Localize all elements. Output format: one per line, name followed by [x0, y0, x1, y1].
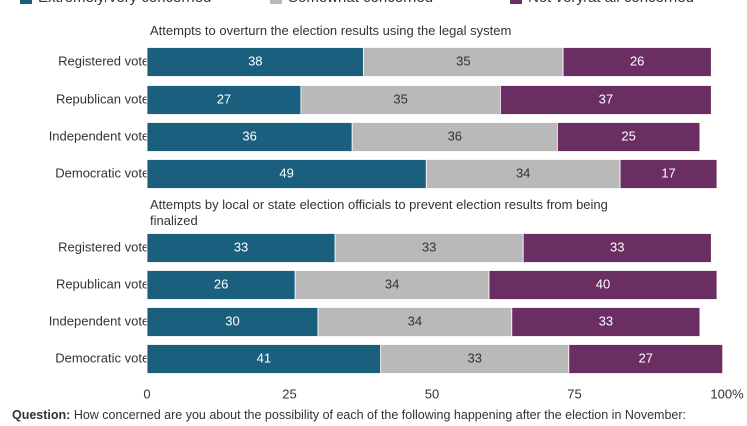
data-label: 33: [422, 239, 436, 254]
bar-segment: [146, 47, 365, 77]
x-tick-label: 100%: [710, 386, 744, 401]
data-label: 33: [468, 350, 482, 365]
legend-label: Not very/at all concerned: [528, 0, 694, 6]
note: Question: How concerned are you about th…: [12, 408, 742, 422]
data-label: 17: [661, 165, 675, 180]
data-label: 33: [610, 239, 624, 254]
bar-segment: [380, 344, 570, 374]
bar-segment: [294, 270, 490, 300]
bar-segment: [146, 344, 382, 374]
category-label: Democratic voters: [55, 165, 160, 180]
data-label: 33: [599, 313, 613, 328]
bar-segment: [146, 159, 427, 189]
data-label: 34: [516, 165, 530, 180]
data-label: 33: [234, 239, 248, 254]
bar-segment: [425, 159, 621, 189]
data-label: 38: [248, 53, 262, 68]
data-label: 40: [596, 276, 610, 291]
bar-segment: [146, 122, 353, 152]
x-tick-label: 50: [425, 386, 439, 401]
category-label: Independent voters: [49, 313, 161, 328]
bar-segment: [499, 85, 712, 115]
data-label: 27: [639, 350, 653, 365]
data-label: 35: [456, 53, 470, 68]
data-label: 26: [630, 53, 644, 68]
bar-segment: [317, 307, 513, 337]
bar-segment: [300, 85, 501, 115]
note-label: Question:: [12, 408, 71, 422]
bar-segment: [619, 159, 718, 189]
bar-segment: [146, 233, 336, 263]
category-label: Independent voters: [49, 128, 161, 143]
category-label: Registered voters: [58, 239, 160, 254]
data-label: 26: [214, 276, 228, 291]
bar-segment: [488, 270, 718, 300]
bar-segment: [334, 233, 524, 263]
legend-label: Somewhat concerned: [288, 0, 433, 6]
data-label: 37: [599, 91, 613, 106]
bar-segment: [511, 307, 701, 337]
bar-segment: [146, 307, 319, 337]
data-label: 35: [393, 91, 407, 106]
data-label: 34: [385, 276, 399, 291]
bar-segment: [562, 47, 712, 77]
data-label: 41: [257, 350, 271, 365]
bar-segment: [351, 122, 558, 152]
data-label: 30: [225, 313, 239, 328]
x-tick-label: 0: [143, 386, 150, 401]
panel-title: Attempts to overturn the election result…: [150, 23, 512, 38]
category-label: Republican voters: [56, 91, 161, 106]
data-label: 36: [242, 128, 256, 143]
panel-title: Attempts by local or state election offi…: [150, 197, 608, 228]
category-label: Registered voters: [58, 53, 160, 68]
legend-label: Extremely/very concerned: [38, 0, 211, 6]
bar-segment: [146, 85, 302, 115]
category-label: Republican voters: [56, 276, 161, 291]
data-label: 36: [448, 128, 462, 143]
legend-swatch: [20, 0, 32, 4]
bar-segment: [146, 270, 296, 300]
data-label: 25: [621, 128, 635, 143]
bar-segment: [522, 233, 712, 263]
x-tick-label: 75: [567, 386, 581, 401]
x-tick-label: 25: [282, 386, 296, 401]
note-text: How concerned are you about the possibil…: [73, 408, 687, 422]
data-label: 34: [408, 313, 422, 328]
legend-swatch: [510, 0, 522, 4]
data-label: 27: [217, 91, 231, 106]
data-label: 49: [279, 165, 293, 180]
legend-swatch: [270, 0, 282, 4]
category-label: Democratic voters: [55, 350, 160, 365]
bar-segment: [557, 122, 701, 152]
bar-segment: [568, 344, 724, 374]
